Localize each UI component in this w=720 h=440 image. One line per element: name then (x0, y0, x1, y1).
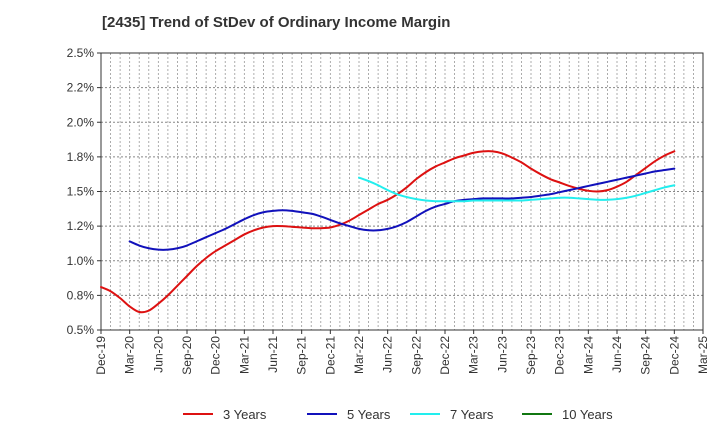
series-line-3-years (100, 150, 676, 314)
y-tick-label: 1.2% (67, 219, 95, 233)
x-tick-label: Dec-24 (667, 336, 681, 375)
legend-label-7-years: 7 Years (450, 407, 494, 422)
legend-label-3-years: 3 Years (223, 407, 267, 422)
x-tick-label: Dec-22 (438, 336, 452, 375)
x-tick-label: Dec-21 (323, 336, 337, 375)
x-tick-label: Sep-22 (409, 336, 423, 375)
x-tick-label: Mar-23 (467, 336, 481, 374)
x-tick-label: Jun-23 (495, 336, 509, 373)
y-tick-label: 1.5% (67, 185, 95, 199)
x-tick-label: Sep-24 (639, 336, 653, 375)
y-tick-label: 2.5% (67, 46, 95, 60)
series-line-5-years (128, 167, 676, 251)
x-tick-label: Sep-21 (295, 336, 309, 375)
legend-label-5-years: 5 Years (347, 407, 391, 422)
x-tick-label: Mar-21 (237, 336, 251, 374)
legend-label-10-years: 10 Years (562, 407, 613, 422)
series-lines (100, 150, 676, 314)
x-tick-label: Mar-24 (581, 336, 595, 374)
y-tick-label: 0.5% (67, 323, 95, 337)
x-tick-label: Dec-20 (209, 336, 223, 375)
x-tick-label: Mar-20 (123, 336, 137, 374)
y-tick-label: 1.0% (67, 254, 95, 268)
x-tick-label: Mar-22 (352, 336, 366, 374)
x-tick-label: Jun-24 (610, 336, 624, 373)
x-tick-label: Sep-20 (180, 336, 194, 375)
y-tick-label: 0.8% (67, 288, 95, 302)
x-tick-label: Jun-22 (381, 336, 395, 373)
x-tick-label: Sep-23 (524, 336, 538, 375)
y-tick-label: 2.2% (67, 81, 95, 95)
series-line-7-years (358, 176, 676, 203)
x-tick-label: Jun-20 (151, 336, 165, 373)
x-tick-label: Dec-23 (553, 336, 567, 375)
chart-title: [2435] Trend of StDev of Ordinary Income… (102, 14, 451, 31)
y-tick-label: 1.8% (67, 150, 95, 164)
legend: 3 Years 5 Years 7 Years 10 Years (183, 407, 613, 422)
y-axis-ticks: 0.5% 0.8% 1.0% 1.2% 1.5% 1.8% 2.0% 2.2% 2.5% (67, 46, 101, 337)
x-axis-ticks: Dec-19 Mar-20 Jun-20 Sep-20 Dec-20 Mar-21 Jun-… (94, 330, 710, 375)
y-tick-label: 2.0% (67, 115, 95, 129)
x-tick-label: Mar-25 (696, 336, 710, 374)
x-tick-label: Jun-21 (266, 336, 280, 373)
x-tick-label: Dec-19 (94, 336, 108, 375)
